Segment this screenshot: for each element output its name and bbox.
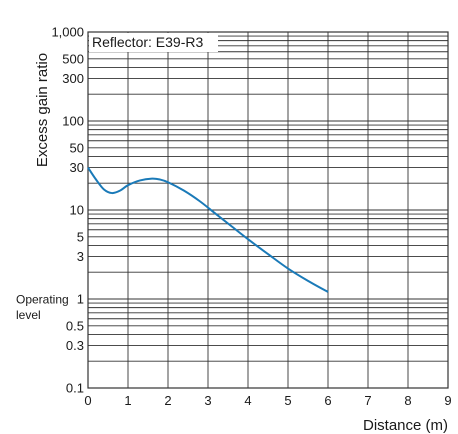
x-tick-label: 9 (444, 393, 451, 408)
y-axis-title: Excess gain ratio (34, 53, 51, 167)
y-tick-label: 0.1 (66, 381, 84, 396)
series-layer (87, 166, 329, 293)
y-tick-label: 30 (70, 160, 84, 175)
y-tick-label: 10 (70, 203, 84, 218)
x-tick-label: 0 (84, 393, 91, 408)
series-line (87, 166, 329, 293)
y-tick-label: 500 (62, 51, 84, 66)
y-tick-label: 1,000 (51, 25, 84, 40)
x-tick-label: 3 (204, 393, 211, 408)
x-tick-label: 5 (284, 393, 291, 408)
y-tick-label: 300 (62, 71, 84, 86)
y-tick-label: 5 (77, 229, 84, 244)
annotation-box-background (89, 33, 218, 52)
annotation-text: Reflector: E39-R3 (92, 34, 203, 50)
x-tick-label: 1 (124, 393, 131, 408)
x-tick-labels: 0 1 2 3 4 5 6 7 8 9 (84, 393, 451, 408)
x-axis-title: Distance (m) (363, 417, 448, 434)
x-tick-label: 4 (244, 393, 251, 408)
x-tick-label: 6 (324, 393, 331, 408)
annotation-box: Reflector: E39-R3 (89, 33, 218, 52)
operating-level-label-line2: level (16, 308, 41, 322)
y-tick-label: 0.3 (66, 338, 84, 353)
y-tick-label: 3 (77, 249, 84, 264)
y-tick-label: 1 (77, 292, 84, 307)
x-tick-label: 8 (404, 393, 411, 408)
operating-level-label-line1: Operating (16, 293, 69, 307)
x-tick-label: 7 (364, 393, 371, 408)
y-tick-labels: 0.1 0.3 0.5 1 3 5 10 30 50 100 300 500 1,000 (51, 25, 84, 396)
y-gridlines (88, 35, 448, 389)
x-tick-label: 2 (164, 393, 171, 408)
y-tick-label: 100 (62, 114, 84, 129)
y-tick-label: 50 (70, 140, 84, 155)
y-tick-label: 0.5 (66, 318, 84, 333)
plot-frame (87, 31, 449, 389)
